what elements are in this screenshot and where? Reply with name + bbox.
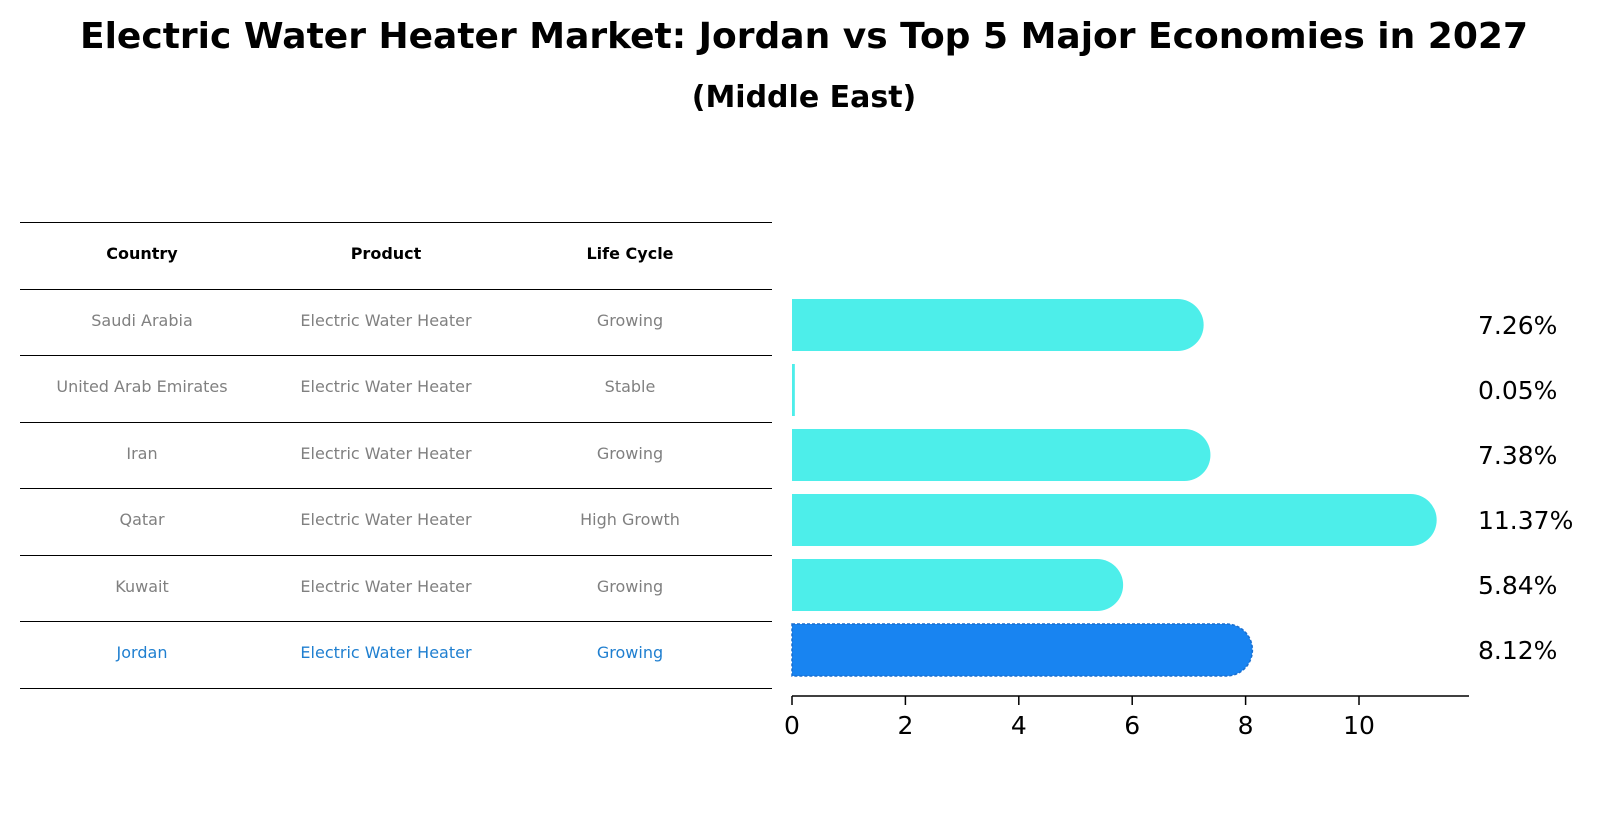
table-header-cell: Product <box>350 244 422 264</box>
table-divider <box>20 621 772 622</box>
bar <box>792 429 1211 481</box>
x-tick-label: 0 <box>784 711 800 740</box>
data-label: 7.26% <box>1478 311 1557 340</box>
chart-subtitle: (Middle East) <box>691 80 917 115</box>
x-tick-label: 6 <box>1124 711 1140 740</box>
table-cell-product: Electric Water Heater <box>300 310 472 330</box>
x-tick-label: 4 <box>1011 711 1027 740</box>
table-divider <box>20 288 772 290</box>
table-cell-product: Electric Water Heater <box>300 443 472 463</box>
table-cell-product: Electric Water Heater <box>300 510 472 530</box>
table-cell-life-cycle: Stable <box>604 377 656 397</box>
x-tick-label: 2 <box>897 711 913 740</box>
bar <box>792 299 1204 351</box>
table-cell-life-cycle: Growing <box>596 643 664 663</box>
table-cell-product: Electric Water Heater <box>300 576 472 596</box>
table-cell-country: United Arab Emirates <box>56 377 228 397</box>
table-divider <box>20 222 772 223</box>
bar <box>792 559 1124 611</box>
data-label: 11.37% <box>1478 506 1573 535</box>
table-header-cell: Life Cycle <box>586 244 674 264</box>
data-label: 8.12% <box>1478 636 1557 665</box>
table-cell-product: Electric Water Heater <box>300 377 472 397</box>
table-cell-country: Saudi Arabia <box>91 310 193 330</box>
table-cell-life-cycle: Growing <box>596 310 664 330</box>
x-tick-label: 10 <box>1343 711 1375 740</box>
x-tick-label: 8 <box>1238 711 1254 740</box>
data-label: 5.84% <box>1478 571 1557 600</box>
data-label: 7.38% <box>1478 441 1557 470</box>
table-cell-life-cycle: Growing <box>596 443 664 463</box>
table-divider <box>20 488 772 489</box>
table-cell-country: Iran <box>126 443 158 463</box>
table-divider <box>20 421 772 423</box>
table-cell-product: Electric Water Heater <box>300 643 472 663</box>
table-cell-life-cycle: High Growth <box>580 510 680 530</box>
bar <box>792 364 795 416</box>
table-cell-country: Qatar <box>119 510 165 530</box>
table-header-cell: Country <box>106 244 178 264</box>
data-label: 0.05% <box>1478 376 1557 405</box>
chart-title: Electric Water Heater Market: Jordan vs … <box>80 16 1528 57</box>
bar <box>792 494 1437 546</box>
table-divider <box>20 687 772 689</box>
table-divider <box>20 554 772 556</box>
table-divider <box>20 355 772 356</box>
bar <box>791 623 1254 677</box>
table-cell-life-cycle: Growing <box>596 576 664 596</box>
table-cell-country: Jordan <box>116 643 168 663</box>
table-cell-country: Kuwait <box>115 576 169 596</box>
